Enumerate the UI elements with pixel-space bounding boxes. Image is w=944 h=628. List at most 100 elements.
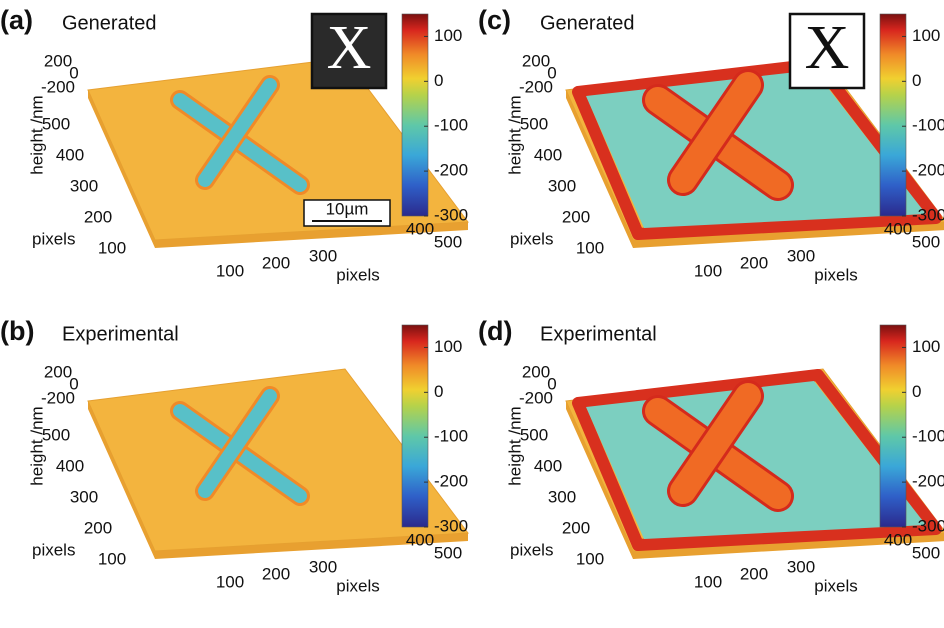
- x-axis-label: pixels: [814, 576, 857, 595]
- y-tick-label: 300: [70, 176, 98, 195]
- y-tick-label: 500: [42, 425, 70, 444]
- x-tick-label: 400: [406, 530, 434, 549]
- colorbar-tick-label: -200: [912, 472, 944, 491]
- colorbar-tick-label: 0: [912, 382, 921, 401]
- x-tick-label: 400: [406, 219, 434, 238]
- z-tick-label: -200: [519, 77, 553, 96]
- panel-label: (d): [478, 316, 512, 346]
- colorbar-tick-label: 0: [434, 382, 443, 401]
- x-tick-label: 300: [787, 557, 815, 576]
- colorbar-tick-label: 100: [912, 26, 940, 45]
- z-tick-label: 0: [547, 374, 556, 393]
- x-tick-label: 100: [694, 572, 722, 591]
- y-tick-label: 500: [520, 425, 548, 444]
- x-tick-label: 500: [912, 543, 940, 562]
- colorbar-tick-label: 100: [434, 337, 462, 356]
- x-axis-label: pixels: [336, 265, 379, 284]
- colorbar-tick-label: 100: [434, 26, 462, 45]
- inset-letter: X: [805, 14, 850, 82]
- y-axis-label: pixels: [510, 540, 553, 559]
- z-tick-label: -200: [41, 77, 75, 96]
- x-tick-label: 100: [216, 261, 244, 280]
- x-tick-label: 100: [694, 261, 722, 280]
- inset-letter: X: [327, 14, 372, 82]
- y-axis-label: pixels: [32, 540, 75, 559]
- colorbar-tick-label: -200: [434, 472, 468, 491]
- y-tick-label: 400: [56, 145, 84, 164]
- y-tick-label: 100: [576, 238, 604, 257]
- x-tick-label: 300: [787, 246, 815, 265]
- x-tick-label: 200: [262, 564, 290, 583]
- x-tick-label: 400: [884, 530, 912, 549]
- y-tick-label: 400: [56, 456, 84, 475]
- colorbar-tick-label: -300: [434, 516, 468, 535]
- y-axis-label: pixels: [510, 229, 553, 248]
- z-tick-label: 200: [44, 362, 72, 381]
- colorbar-tick-label: -100: [434, 427, 468, 446]
- x-groove: [670, 383, 761, 504]
- x-groove: [670, 72, 761, 193]
- colorbar-tick-label: -100: [912, 427, 944, 446]
- panel-label: (c): [478, 5, 511, 35]
- z-tick-label: 0: [69, 374, 78, 393]
- z-tick-label: -200: [41, 388, 75, 407]
- z-tick-label: 200: [44, 51, 72, 70]
- y-tick-label: 200: [84, 207, 112, 226]
- colorbar: [401, 13, 429, 217]
- panel-label: (b): [0, 316, 34, 346]
- panel-title: Experimental: [62, 323, 179, 345]
- z-tick-label: 200: [522, 362, 550, 381]
- z-axis-label: height /nm: [505, 406, 524, 485]
- inset-box: [788, 12, 866, 90]
- y-tick-label: 300: [70, 487, 98, 506]
- x-axis-label: pixels: [814, 265, 857, 284]
- panel-title: Generated: [540, 12, 635, 34]
- y-tick-label: 400: [534, 456, 562, 475]
- z-tick-label: 200: [522, 51, 550, 70]
- z-axis-label: height /nm: [27, 406, 46, 485]
- y-tick-label: 500: [42, 114, 70, 133]
- y-tick-label: 100: [98, 238, 126, 257]
- x-tick-label: 300: [309, 557, 337, 576]
- colorbar-tick-label: 0: [434, 71, 443, 90]
- y-tick-label: 200: [562, 207, 590, 226]
- panel-title: Experimental: [540, 323, 657, 345]
- y-axis-label: pixels: [32, 229, 75, 248]
- x-tick-label: 400: [884, 219, 912, 238]
- x-tick-label: 200: [740, 253, 768, 272]
- y-tick-label: 300: [548, 176, 576, 195]
- colorbar: [879, 13, 907, 217]
- x-groove: [198, 78, 277, 187]
- scale-bar-label: 10µm: [326, 199, 369, 218]
- y-tick-label: 100: [576, 549, 604, 568]
- surface-side: [566, 90, 944, 248]
- panel-title: Generated: [62, 12, 157, 34]
- colorbar-tick-label: -100: [912, 116, 944, 135]
- z-axis-label: height /nm: [27, 95, 46, 174]
- y-tick-label: 200: [84, 518, 112, 537]
- x-tick-label: 300: [309, 246, 337, 265]
- x-tick-label: 500: [912, 232, 940, 251]
- panel-label: (a): [0, 5, 33, 35]
- y-tick-label: 200: [562, 518, 590, 537]
- colorbar: [401, 324, 429, 528]
- x-tick-label: 500: [434, 543, 462, 562]
- surface-side: [566, 401, 944, 559]
- y-tick-label: 400: [534, 145, 562, 164]
- x-axis-label: pixels: [336, 576, 379, 595]
- x-tick-label: 200: [262, 253, 290, 272]
- colorbar-tick-label: 0: [912, 71, 921, 90]
- colorbar-tick-label: -300: [912, 205, 944, 224]
- colorbar-tick-label: 100: [912, 337, 940, 356]
- x-tick-label: 100: [216, 572, 244, 591]
- colorbar: [879, 324, 907, 528]
- x-groove: [198, 389, 277, 498]
- colorbar-tick-label: -300: [434, 205, 468, 224]
- y-tick-label: 100: [98, 549, 126, 568]
